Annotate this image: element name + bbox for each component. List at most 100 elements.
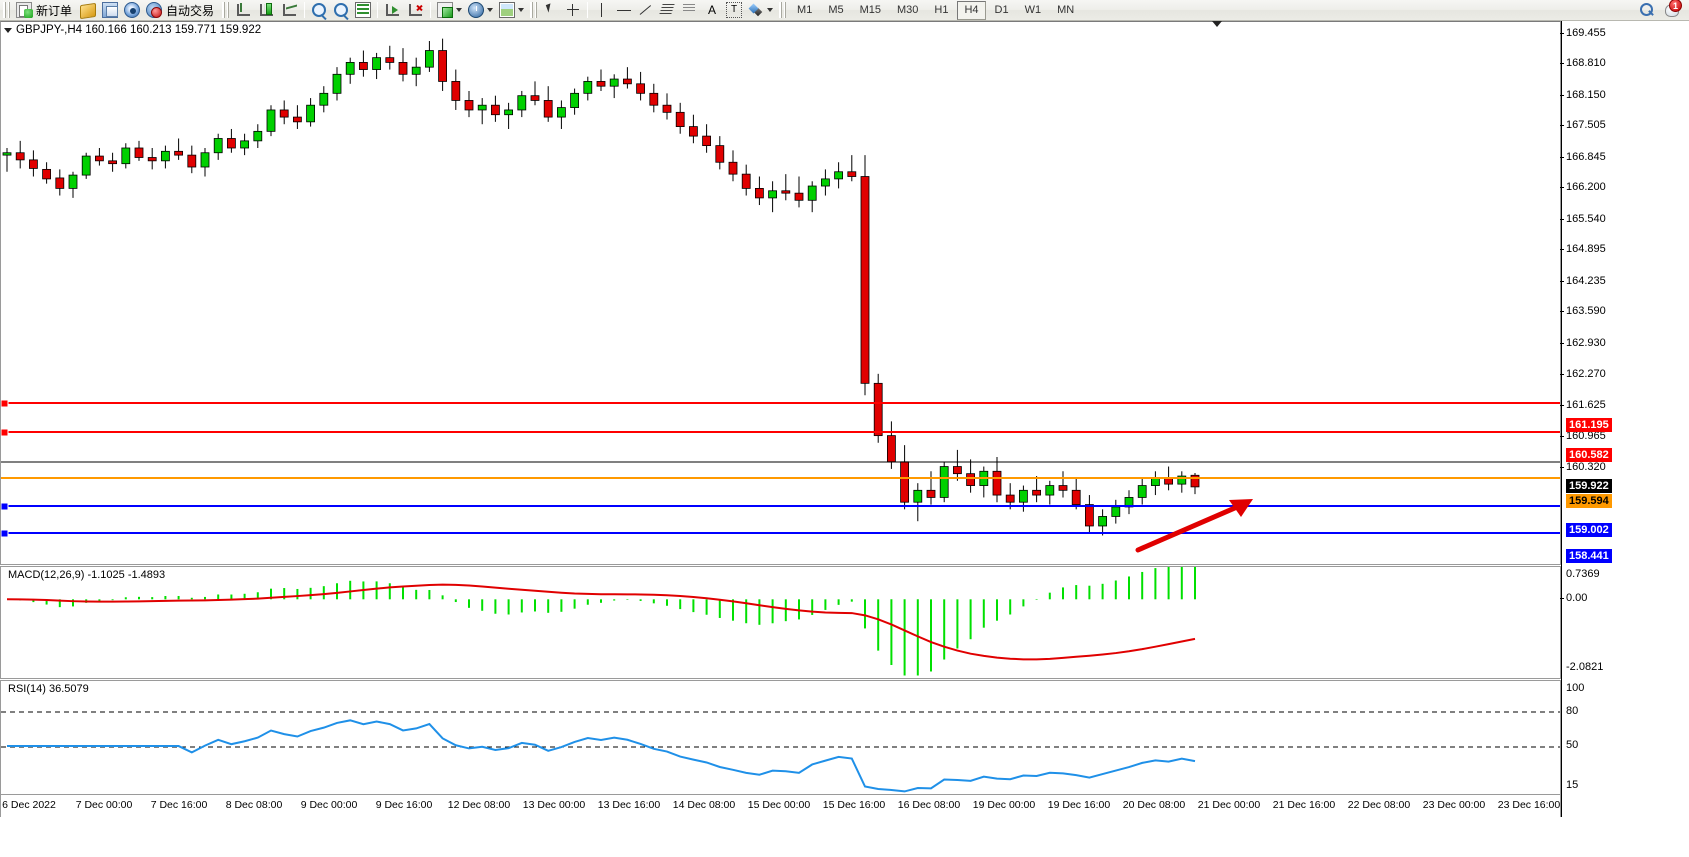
price-level-label-161195[interactable]: 161.195: [1566, 418, 1612, 433]
horizontal-scrollbar[interactable]: [0, 817, 1689, 833]
time-tick-19: 23 Dec 00:00: [1422, 799, 1486, 811]
cursor-button[interactable]: [540, 1, 562, 20]
text-label-button[interactable]: T: [723, 1, 745, 20]
new-order-button[interactable]: 新订单: [13, 1, 77, 20]
price-tick-162930: 162.930: [1560, 337, 1606, 349]
auto-trading-button[interactable]: 自动交易: [143, 1, 219, 20]
price-level-label-160582[interactable]: 160.582: [1566, 447, 1612, 462]
alerts-button[interactable]: 1: [1661, 0, 1683, 20]
toolbar-grip[interactable]: [3, 2, 10, 18]
time-tick-9: 14 Dec 08:00: [672, 799, 736, 811]
macd-pane[interactable]: MACD(12,26,9) -1.1025 -1.4893: [0, 566, 1561, 679]
text-icon: A: [708, 3, 717, 17]
periods-chevron-down-icon[interactable]: [487, 8, 494, 12]
price-level-label-158441[interactable]: 158.441: [1566, 549, 1612, 564]
shapes-button[interactable]: [745, 1, 776, 20]
time-tick-5: 9 Dec 16:00: [375, 799, 433, 811]
periods-clock-icon: [468, 2, 485, 18]
price-pane[interactable]: GBPJPY-,H4 160.166 160.213 159.771 159.9…: [0, 21, 1561, 565]
price-tick-168150: 168.150: [1560, 89, 1606, 101]
resistance-handle-160582[interactable]: [1, 428, 9, 437]
shapes-chevron-down-icon[interactable]: [767, 8, 774, 12]
timeframe-m5[interactable]: M5: [828, 3, 844, 16]
auto-scroll-button[interactable]: [381, 1, 404, 20]
notification-badge: 1: [1669, 0, 1682, 12]
periods-button[interactable]: [465, 1, 496, 20]
chart-shift-button[interactable]: [404, 1, 427, 20]
bullish-trend-arrow[interactable]: [1135, 499, 1253, 553]
search-button[interactable]: [1635, 1, 1657, 20]
candlestick-chart-icon: [260, 3, 274, 16]
market-book-button[interactable]: [99, 1, 121, 20]
toolbar-grip-2[interactable]: [222, 2, 230, 18]
toolbar-grip-3[interactable]: [530, 2, 538, 18]
price-tick-164235: 164.235: [1560, 275, 1606, 287]
price-axis[interactable]: 169.455 168.810 168.150 167.505 166.845 166.2…: [1560, 21, 1689, 817]
support-handle-159002[interactable]: [1, 502, 9, 511]
text-button[interactable]: A: [701, 1, 723, 20]
chart-menu-chevron-down-icon[interactable]: [4, 27, 12, 33]
templates-chevron-down-icon[interactable]: [518, 8, 525, 12]
vertical-line-button[interactable]: [591, 1, 613, 20]
price-tick-169455: 169.455: [1560, 27, 1606, 39]
rsi-tick-80: 80: [1566, 704, 1579, 717]
price-tick-160320: 160.320: [1560, 461, 1606, 473]
timeframe-m15[interactable]: M15: [859, 3, 881, 16]
chart-scroll-marker[interactable]: [1212, 21, 1222, 27]
trendline-icon: [638, 2, 654, 18]
macd-tick-000: 0.00: [1560, 592, 1587, 604]
timeframe-w1[interactable]: W1: [1024, 3, 1042, 16]
templates-icon: [499, 2, 516, 18]
toolbar-separator-2: [377, 2, 379, 18]
indicators-button[interactable]: [434, 1, 465, 20]
crosshair-button[interactable]: [562, 1, 584, 20]
templates-button[interactable]: [496, 1, 527, 20]
rsi-pane[interactable]: RSI(14) 36.5079: [0, 680, 1561, 795]
time-tick-11: 15 Dec 16:00: [822, 799, 886, 811]
toolbar-grip-4[interactable]: [779, 2, 787, 18]
support-handle-158441[interactable]: [1, 529, 9, 538]
timeframe-d1[interactable]: D1: [994, 3, 1009, 16]
macd-signal-line: [6, 583, 1196, 661]
toolbar-separator-3: [430, 2, 432, 18]
rsi-label: RSI(14) 36.5079: [6, 683, 91, 695]
timeframe-m1[interactable]: M1: [797, 3, 813, 16]
line-chart-button[interactable]: [278, 1, 301, 20]
alerts-bell-icon: 1: [1664, 0, 1682, 18]
zoom-out-button[interactable]: [330, 1, 352, 20]
price-level-label-159002[interactable]: 159.002: [1566, 522, 1612, 537]
shapes-icon: [748, 2, 764, 18]
cursor-icon: [543, 2, 559, 18]
auto-trading-label: 自动交易: [166, 3, 215, 18]
chart-area[interactable]: GBPJPY-,H4 160.166 160.213 159.771 159.9…: [0, 21, 1689, 857]
price-level-label-159594[interactable]: 159.594: [1566, 494, 1612, 509]
rsi-svg: [1, 711, 1560, 793]
timeframe-h1[interactable]: H1: [934, 3, 949, 16]
rsi-tick-50: 50: [1566, 739, 1579, 752]
timeframe-mn[interactable]: MN: [1057, 3, 1075, 16]
data-window-icon: [355, 2, 372, 18]
macd-tick-20821: -2.0821: [1566, 661, 1604, 673]
fibonacci-button[interactable]: [657, 1, 679, 20]
data-window-button[interactable]: [352, 1, 374, 20]
resistance-handle-161195[interactable]: [1, 399, 9, 408]
time-tick-13: 19 Dec 00:00: [972, 799, 1036, 811]
fibonacci-fan-button[interactable]: [679, 1, 701, 20]
toolbar-separator-1: [304, 2, 306, 18]
indicators-chevron-down-icon[interactable]: [456, 8, 463, 12]
price-level-label-159922[interactable]: 159.922: [1566, 478, 1612, 493]
trendline-button[interactable]: [635, 1, 657, 20]
time-tick-2: 7 Dec 16:00: [150, 799, 208, 811]
bar-chart-button[interactable]: [232, 1, 255, 20]
zoom-in-button[interactable]: [308, 1, 330, 20]
timeframe-m30[interactable]: M30: [897, 3, 919, 16]
candle-chart-button[interactable]: [255, 1, 278, 20]
horizontal-line-button[interactable]: [613, 1, 635, 20]
price-tick-163590: 163.590: [1560, 305, 1606, 317]
time-tick-10: 15 Dec 00:00: [747, 799, 811, 811]
gold-button[interactable]: [77, 1, 99, 20]
signals-button[interactable]: [121, 1, 143, 20]
timeframe-h4[interactable]: H4: [957, 0, 986, 20]
line-chart-icon: [283, 4, 297, 16]
time-tick-14: 19 Dec 16:00: [1047, 799, 1111, 811]
